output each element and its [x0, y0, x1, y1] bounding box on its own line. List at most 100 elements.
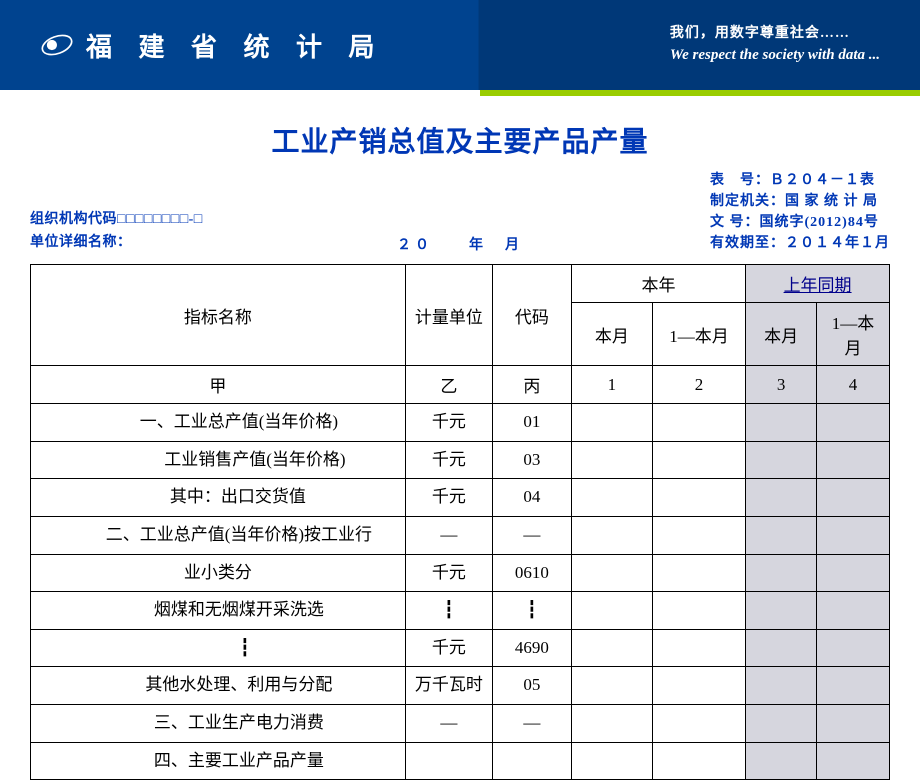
row-thismonth [571, 592, 652, 630]
row-ly-1tomonth [817, 629, 890, 667]
document-content: 工业产销总值及主要产品产量 组织机构代码□□□□□□□□-□ 单位详细名称： ２… [0, 90, 920, 780]
hdr-thismonth: 本月 [571, 303, 652, 366]
row-1tomonth [652, 441, 745, 479]
row-unit: — [405, 705, 492, 743]
row-ly-thismonth [746, 742, 817, 780]
row-1tomonth [652, 705, 745, 743]
row-unit: 千元 [405, 479, 492, 517]
row-1tomonth [652, 479, 745, 517]
row-name: 烟煤和无烟煤开采洗选 [31, 592, 406, 630]
header-left: 福 建 省 统 计 局 [40, 27, 385, 64]
hdr-name: 指标名称 [31, 265, 406, 366]
page-header: 福 建 省 统 计 局 我们，用数字尊重社会…… We respect the … [0, 0, 920, 90]
tagline-en: We respect the society with data ... [670, 44, 880, 67]
row-code: 04 [492, 479, 571, 517]
row-ly-thismonth [746, 667, 817, 705]
header-accent-bar [480, 90, 920, 96]
row-1tomonth [652, 554, 745, 592]
row-ly-thismonth [746, 479, 817, 517]
label-row: 甲 乙 丙 1 2 3 4 [31, 366, 890, 404]
table-row: 四、主要工业产品产量 [31, 742, 890, 780]
row-ly-1tomonth [817, 516, 890, 554]
row-1tomonth [652, 516, 745, 554]
row-unit [405, 742, 492, 780]
row-unit: 万千瓦时 [405, 667, 492, 705]
table-row: 一、工业总产值(当年价格)千元01 [31, 404, 890, 442]
meta-right: 表 号：Ｂ２０４－１表 制定机关：国 家 统 计 局 文 号：国统字(2012)… [710, 170, 890, 254]
form-no: 表 号：Ｂ２０４－１表 [710, 170, 890, 191]
row-name: 其他水处理、利用与分配 [31, 667, 406, 705]
org-code-label: 组织机构代码□□□□□□□□-□ [30, 209, 203, 231]
row-1tomonth [652, 667, 745, 705]
meta-row: 组织机构代码□□□□□□□□-□ 单位详细名称： ２０ 年 月 表 号：Ｂ２０４… [30, 170, 890, 254]
row-ly-thismonth [746, 516, 817, 554]
row-ly-thismonth [746, 629, 817, 667]
org-name: 福 建 省 统 计 局 [86, 27, 385, 64]
lbl-name: 甲 [31, 366, 406, 404]
hdr-ly-1tomonth: 1—本月 [817, 303, 890, 366]
row-ly-1tomonth [817, 742, 890, 780]
row-name: 三、工业生产电力消费 [31, 705, 406, 743]
hdr-thisyear: 本年 [571, 265, 745, 303]
header-right: 我们，用数字尊重社会…… We respect the society with… [670, 23, 880, 67]
row-1tomonth [652, 404, 745, 442]
row-name: 业小类分 [31, 554, 406, 592]
row-thismonth [571, 629, 652, 667]
row-1tomonth [652, 742, 745, 780]
row-code: — [492, 516, 571, 554]
row-ly-1tomonth [817, 404, 890, 442]
hdr-1tomonth: 1—本月 [652, 303, 745, 366]
meta-left: 组织机构代码□□□□□□□□-□ 单位详细名称： [30, 209, 203, 254]
row-ly-1tomonth [817, 705, 890, 743]
document-title: 工业产销总值及主要产品产量 [30, 120, 890, 160]
row-ly-1tomonth [817, 554, 890, 592]
table-row: 二、工业总产值(当年价格)按工业行—— [31, 516, 890, 554]
row-code: ┇ [492, 592, 571, 630]
doc-no: 文 号：国统字(2012)84号 [710, 212, 890, 233]
row-code: 01 [492, 404, 571, 442]
row-thismonth [571, 705, 652, 743]
row-unit: 千元 [405, 554, 492, 592]
row-ly-1tomonth [817, 667, 890, 705]
row-code [492, 742, 571, 780]
table-row: 工业销售产值(当年价格)千元03 [31, 441, 890, 479]
row-unit: ┇ [405, 592, 492, 630]
row-ly-thismonth [746, 705, 817, 743]
row-ly-thismonth [746, 554, 817, 592]
row-ly-1tomonth [817, 441, 890, 479]
row-ly-1tomonth [817, 592, 890, 630]
row-thismonth [571, 479, 652, 517]
lbl-c1: 1 [571, 366, 652, 404]
tagline-cn: 我们，用数字尊重社会…… [670, 23, 880, 44]
period-text: ２０ 年 月 [397, 234, 523, 254]
hdr-code: 代码 [492, 265, 571, 366]
logo-icon [40, 28, 74, 62]
hdr-lastyear[interactable]: 上年同期 [746, 265, 890, 303]
row-thismonth [571, 441, 652, 479]
row-unit: 千元 [405, 441, 492, 479]
lbl-c2: 2 [652, 366, 745, 404]
row-thismonth [571, 554, 652, 592]
table-row: ┇千元4690 [31, 629, 890, 667]
row-thismonth [571, 667, 652, 705]
row-thismonth [571, 516, 652, 554]
row-name: 二、工业总产值(当年价格)按工业行 [31, 516, 406, 554]
table-row: 烟煤和无烟煤开采洗选┇┇ [31, 592, 890, 630]
data-table: 指标名称 计量单位 代码 本年 上年同期 本月 1—本月 本月 1—本月 甲 乙… [30, 264, 890, 780]
lbl-unit: 乙 [405, 366, 492, 404]
lbl-c3: 3 [746, 366, 817, 404]
row-unit: 千元 [405, 629, 492, 667]
row-name: ┇ [31, 629, 406, 667]
row-ly-1tomonth [817, 479, 890, 517]
row-thismonth [571, 404, 652, 442]
table-row: 业小类分千元0610 [31, 554, 890, 592]
lbl-code: 丙 [492, 366, 571, 404]
row-code: 0610 [492, 554, 571, 592]
row-1tomonth [652, 629, 745, 667]
row-name: 工业销售产值(当年价格) [31, 441, 406, 479]
unit-name-label: 单位详细名称： [30, 232, 203, 254]
hdr-ly-thismonth: 本月 [746, 303, 817, 366]
row-unit: 千元 [405, 404, 492, 442]
row-name: 其中：出口交货值 [31, 479, 406, 517]
row-name: 一、工业总产值(当年价格) [31, 404, 406, 442]
